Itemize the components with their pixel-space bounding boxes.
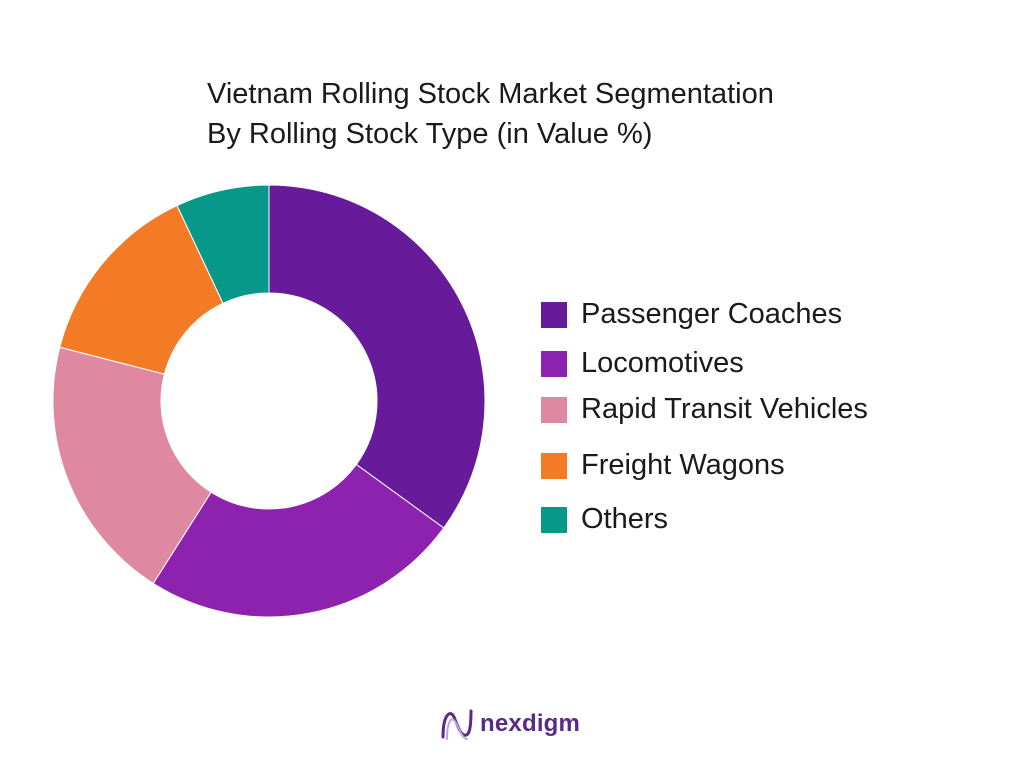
legend-item-locomotives: Locomotives bbox=[541, 347, 744, 380]
donut-slice-passenger-coaches bbox=[268, 184, 486, 529]
chart-title-line-1: Vietnam Rolling Stock Market Segmentatio… bbox=[207, 78, 774, 110]
donut-slice-freight-wagons bbox=[59, 204, 224, 375]
legend-label: Others bbox=[581, 503, 669, 535]
legend-label: Freight Wagons bbox=[581, 449, 785, 481]
chart-title: Vietnam Rolling Stock Market Segmentatio… bbox=[207, 74, 927, 154]
brand-logo: nexdigm bbox=[440, 705, 580, 743]
legend-label: Rapid Transit Vehicles bbox=[581, 393, 868, 425]
donut-slice-others bbox=[176, 184, 270, 304]
legend-swatch bbox=[541, 301, 567, 328]
legend-item-freight-wagons: Freight Wagons bbox=[541, 449, 785, 482]
nexdigm-logo-icon bbox=[441, 709, 473, 740]
chart-title-line-2: By Rolling Stock Type (in Value %) bbox=[207, 118, 653, 150]
legend-swatch bbox=[541, 506, 567, 533]
donut-slice-locomotives bbox=[152, 463, 445, 618]
legend-swatch bbox=[541, 350, 567, 377]
legend-item-rapid-transit-vehicles: Rapid Transit Vehicles bbox=[541, 393, 868, 426]
legend-label: Passenger Coaches bbox=[581, 298, 843, 330]
legend-label: Locomotives bbox=[581, 347, 744, 379]
legend-item-passenger-coaches: Passenger Coaches bbox=[541, 298, 842, 331]
legend-swatch bbox=[541, 452, 567, 479]
legend-item-others: Others bbox=[541, 503, 668, 536]
donut-slice-rapid-transit-vehicles bbox=[52, 346, 212, 585]
brand-name: nexdigm bbox=[480, 710, 581, 737]
legend-swatch bbox=[541, 396, 567, 423]
